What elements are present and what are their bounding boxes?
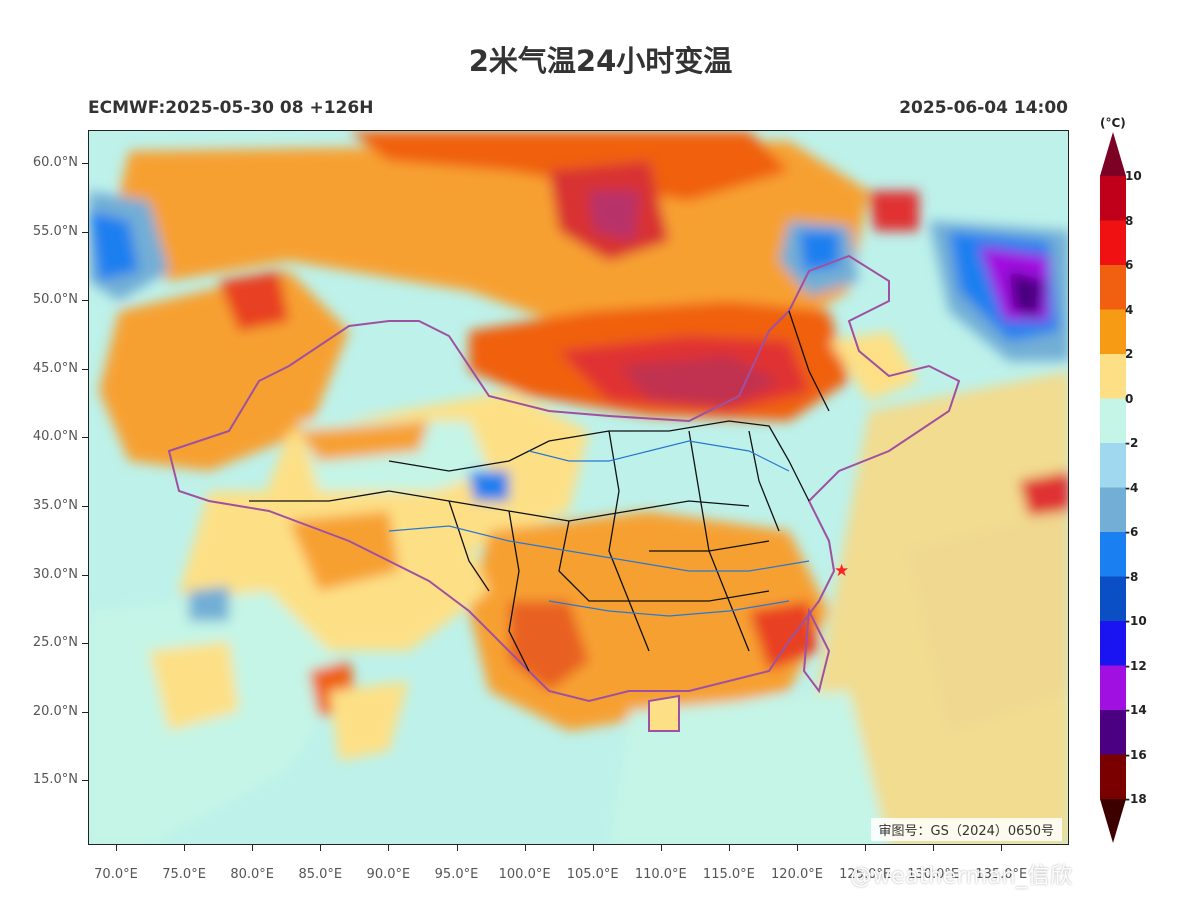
latitude-tick xyxy=(82,231,88,233)
latitude-tick xyxy=(82,643,88,645)
colorbar-label: -12 xyxy=(1125,658,1147,673)
colorbar-label: 0 xyxy=(1125,391,1134,406)
map-canvas xyxy=(89,131,1068,844)
longitude-label: 125.0°E xyxy=(839,867,892,882)
colorbar-label: 2 xyxy=(1125,347,1134,361)
longitude-tick xyxy=(592,845,594,851)
colorbar-band xyxy=(1100,621,1126,666)
taiwan-outline xyxy=(802,607,831,694)
longitude-tick xyxy=(184,845,186,851)
latitude-label: 50.0°N xyxy=(32,292,78,308)
colorbar-band xyxy=(1100,576,1126,622)
colorbar-band xyxy=(1100,443,1126,488)
colorbar-label: 8 xyxy=(1125,213,1134,228)
watermark: @weatherman_信欣 xyxy=(850,864,1073,889)
chart-title: 2米气温24小时变温 xyxy=(468,44,733,78)
colorbar-band xyxy=(1100,487,1126,533)
latitude-tick xyxy=(82,163,88,164)
longitude-label: 80.0°E xyxy=(230,867,275,882)
colorbar-label: -6 xyxy=(1125,525,1139,539)
colorbar-label: -4 xyxy=(1125,480,1139,495)
longitude-label: 100.0°E xyxy=(498,867,551,882)
colorbar-band xyxy=(1100,265,1126,310)
colorbar-label: -8 xyxy=(1125,569,1139,584)
colorbar xyxy=(1100,132,1126,843)
longitude-label: 110.0°E xyxy=(634,867,687,882)
colorbar-band xyxy=(1100,665,1126,711)
latitude-label: 60.0°N xyxy=(32,155,78,170)
latitude-label: 15.0°N xyxy=(32,772,78,788)
colorbar-band xyxy=(1100,532,1126,577)
colorbar-label: 6 xyxy=(1125,258,1134,272)
colorbar-band xyxy=(1100,309,1126,355)
latitude-label: 25.0°N xyxy=(32,635,78,651)
colorbar-label: -2 xyxy=(1125,436,1139,450)
colorbar-unit: (°C) xyxy=(1100,116,1126,130)
longitude-label: 90.0°E xyxy=(366,867,411,882)
longitude-tick xyxy=(1001,845,1003,851)
province-borders xyxy=(249,310,830,672)
latitude-label: 30.0°N xyxy=(32,566,78,582)
colorbar-label: -16 xyxy=(1125,747,1147,762)
colorbar-label: -18 xyxy=(1125,792,1147,806)
longitude-tick xyxy=(252,845,254,851)
temperature-change-map: ★ 审图号：GS（2024）0650号 xyxy=(88,130,1069,845)
latitude-tick xyxy=(82,300,88,302)
latitude-tick xyxy=(82,506,88,507)
longitude-label: 130.0°E xyxy=(907,867,960,882)
rivers xyxy=(388,440,810,617)
latitude-label: 35.0°N xyxy=(32,498,78,513)
colorbar-label: -14 xyxy=(1125,703,1147,717)
colorbar-band xyxy=(1100,176,1126,221)
longitude-tick xyxy=(388,845,390,851)
longitude-label: 120.0°E xyxy=(771,867,823,882)
longitude-label: 75.0°E xyxy=(162,867,206,882)
colorbar-band xyxy=(1100,398,1126,444)
star-marker-icon: ★ xyxy=(834,561,850,581)
colorbar-top-arrow xyxy=(1100,132,1126,176)
model-run-label: ECMWF:2025-05-30 08 +126H xyxy=(88,98,374,118)
colorbar-band xyxy=(1100,754,1126,800)
longitude-tick xyxy=(660,845,662,851)
longitude-label: 85.0°E xyxy=(298,867,343,882)
national-border xyxy=(167,254,961,703)
longitude-tick xyxy=(865,845,867,851)
latitude-tick xyxy=(82,711,88,713)
colorbar-label: 10 xyxy=(1125,169,1142,183)
longitude-tick xyxy=(933,845,935,851)
longitude-tick xyxy=(116,845,117,851)
longitude-label: 115.0°E xyxy=(702,867,755,882)
longitude-tick xyxy=(797,845,798,851)
latitude-label: 20.0°N xyxy=(32,703,78,719)
longitude-label: 95.0°E xyxy=(434,867,479,882)
latitude-label: 45.0°N xyxy=(32,360,78,376)
longitude-tick xyxy=(524,845,526,851)
latitude-tick xyxy=(82,368,88,370)
longitude-tick xyxy=(728,845,730,851)
temperature-field xyxy=(89,131,1068,844)
latitude-tick xyxy=(82,574,88,576)
latitude-tick xyxy=(82,437,88,439)
colorbar-label: -10 xyxy=(1125,614,1147,628)
longitude-label: 135.0°E xyxy=(975,867,1028,882)
colorbar-band xyxy=(1100,354,1126,399)
colorbar-band xyxy=(1100,220,1126,266)
hainan-outline xyxy=(648,694,680,732)
colorbar-label: 4 xyxy=(1125,302,1134,317)
longitude-label: 70.0°E xyxy=(94,867,138,882)
longitude-label: 105.0°E xyxy=(566,867,619,882)
map-review-number: 审图号：GS（2024）0650号 xyxy=(870,818,1062,841)
colorbar-band xyxy=(1100,710,1126,755)
latitude-label: 55.0°N xyxy=(32,223,78,239)
longitude-tick xyxy=(320,845,322,851)
colorbar-bottom-arrow xyxy=(1100,799,1126,843)
latitude-tick xyxy=(82,780,88,782)
longitude-tick xyxy=(456,845,458,851)
valid-time-label: 2025-06-04 14:00 xyxy=(899,98,1068,118)
latitude-label: 40.0°N xyxy=(32,429,78,445)
